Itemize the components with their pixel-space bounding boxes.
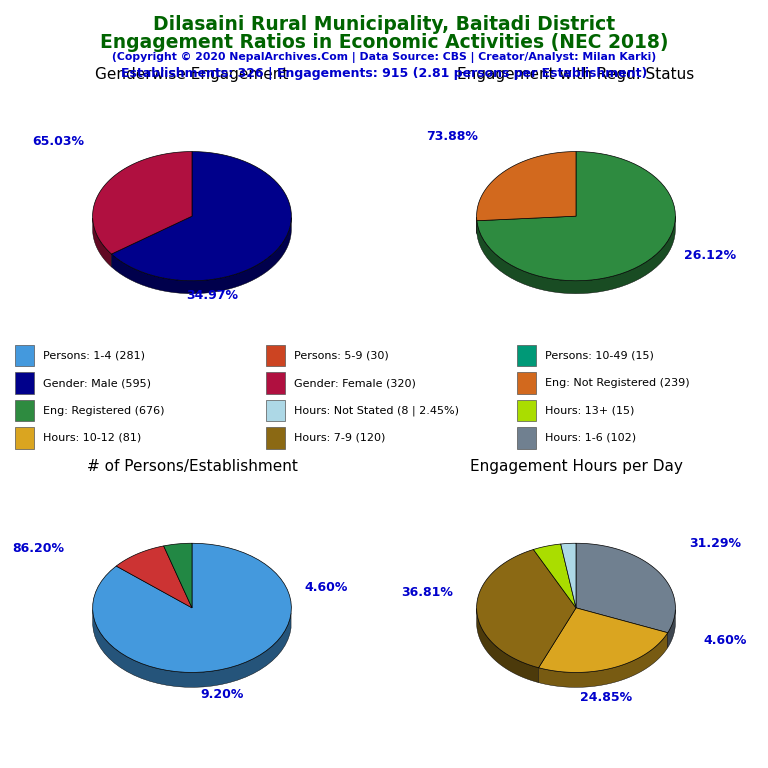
Bar bbox=[15, 400, 34, 421]
Polygon shape bbox=[538, 633, 667, 687]
Bar bbox=[266, 372, 285, 394]
Text: Eng: Registered (676): Eng: Registered (676) bbox=[43, 406, 164, 415]
Bar bbox=[266, 345, 285, 366]
Text: 34.97%: 34.97% bbox=[186, 290, 238, 302]
Text: Engagement Ratios in Economic Activities (NEC 2018): Engagement Ratios in Economic Activities… bbox=[100, 33, 668, 52]
Polygon shape bbox=[93, 151, 192, 254]
Text: 4.60%: 4.60% bbox=[703, 634, 746, 647]
Polygon shape bbox=[477, 151, 576, 220]
Text: Gender: Female (320): Gender: Female (320) bbox=[294, 378, 415, 388]
Bar bbox=[517, 400, 536, 421]
Polygon shape bbox=[93, 218, 111, 267]
Bar bbox=[15, 345, 34, 366]
Title: # of Persons/Establishment: # of Persons/Establishment bbox=[87, 458, 297, 474]
Polygon shape bbox=[477, 549, 576, 667]
Text: Establishments: 326 | Engagements: 915 (2.81 persons per Establishment): Establishments: 326 | Engagements: 915 (… bbox=[121, 67, 647, 80]
Polygon shape bbox=[477, 151, 675, 281]
Text: 86.20%: 86.20% bbox=[12, 541, 64, 554]
Bar bbox=[266, 427, 285, 449]
Polygon shape bbox=[93, 543, 291, 673]
Polygon shape bbox=[111, 151, 291, 281]
Polygon shape bbox=[93, 610, 291, 687]
Text: Persons: 5-9 (30): Persons: 5-9 (30) bbox=[294, 351, 389, 361]
Polygon shape bbox=[477, 608, 538, 683]
Bar bbox=[266, 400, 285, 421]
Bar bbox=[15, 372, 34, 394]
Polygon shape bbox=[116, 546, 192, 607]
Text: Persons: 1-4 (281): Persons: 1-4 (281) bbox=[43, 351, 145, 361]
Text: Hours: 7-9 (120): Hours: 7-9 (120) bbox=[294, 433, 386, 443]
Text: Hours: 1-6 (102): Hours: 1-6 (102) bbox=[545, 433, 636, 443]
Bar bbox=[517, 372, 536, 394]
Polygon shape bbox=[534, 544, 576, 607]
Text: 73.88%: 73.88% bbox=[425, 130, 478, 143]
Text: Eng: Not Registered (239): Eng: Not Registered (239) bbox=[545, 378, 690, 388]
Polygon shape bbox=[561, 543, 576, 607]
Text: Dilasaini Rural Municipality, Baitadi District: Dilasaini Rural Municipality, Baitadi Di… bbox=[153, 15, 615, 35]
Polygon shape bbox=[164, 543, 192, 607]
Polygon shape bbox=[477, 217, 675, 293]
Bar bbox=[15, 427, 34, 449]
Polygon shape bbox=[576, 543, 675, 633]
Text: Hours: 10-12 (81): Hours: 10-12 (81) bbox=[43, 433, 141, 443]
Text: 4.60%: 4.60% bbox=[304, 581, 348, 594]
Text: 24.85%: 24.85% bbox=[580, 690, 632, 703]
Polygon shape bbox=[111, 217, 291, 293]
Title: Genderwise Engagement: Genderwise Engagement bbox=[95, 67, 289, 82]
Text: 9.20%: 9.20% bbox=[200, 688, 243, 701]
Text: 65.03%: 65.03% bbox=[31, 135, 84, 148]
Text: Hours: 13+ (15): Hours: 13+ (15) bbox=[545, 406, 634, 415]
Text: 31.29%: 31.29% bbox=[689, 537, 741, 550]
Title: Engagement Hours per Day: Engagement Hours per Day bbox=[469, 458, 683, 474]
Text: Hours: Not Stated (8 | 2.45%): Hours: Not Stated (8 | 2.45%) bbox=[294, 406, 459, 415]
Polygon shape bbox=[538, 607, 667, 673]
Text: Persons: 10-49 (15): Persons: 10-49 (15) bbox=[545, 351, 654, 361]
Text: (Copyright © 2020 NepalArchives.Com | Data Source: CBS | Creator/Analyst: Milan : (Copyright © 2020 NepalArchives.Com | Da… bbox=[112, 51, 656, 62]
Text: 26.12%: 26.12% bbox=[684, 250, 737, 263]
Text: 36.81%: 36.81% bbox=[401, 587, 453, 600]
Text: Gender: Male (595): Gender: Male (595) bbox=[43, 378, 151, 388]
Title: Engagement with Regd. Status: Engagement with Regd. Status bbox=[458, 67, 694, 82]
Polygon shape bbox=[667, 610, 675, 647]
Bar bbox=[517, 427, 536, 449]
Bar bbox=[517, 345, 536, 366]
